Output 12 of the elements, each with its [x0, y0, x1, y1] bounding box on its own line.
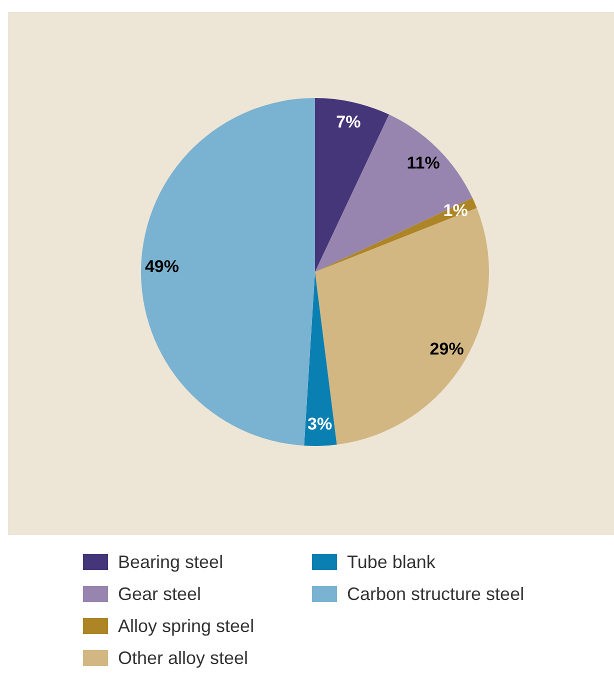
legend-label: Bearing steel — [118, 552, 224, 572]
data-label: 11% — [406, 153, 440, 172]
data-label: 7% — [336, 112, 361, 132]
data-label: 1% — [443, 200, 468, 220]
legend-label: Other alloy steel — [118, 648, 248, 668]
legend-label: Gear steel — [118, 584, 202, 604]
legend-label: Carbon structure steel — [347, 584, 524, 604]
legend-label: Tube blank — [347, 552, 436, 572]
data-label: 3% — [308, 414, 332, 434]
data-label: 49% — [144, 256, 179, 276]
legend-label: Alloy spring steel — [118, 616, 254, 636]
data-label: 29% — [430, 340, 464, 359]
